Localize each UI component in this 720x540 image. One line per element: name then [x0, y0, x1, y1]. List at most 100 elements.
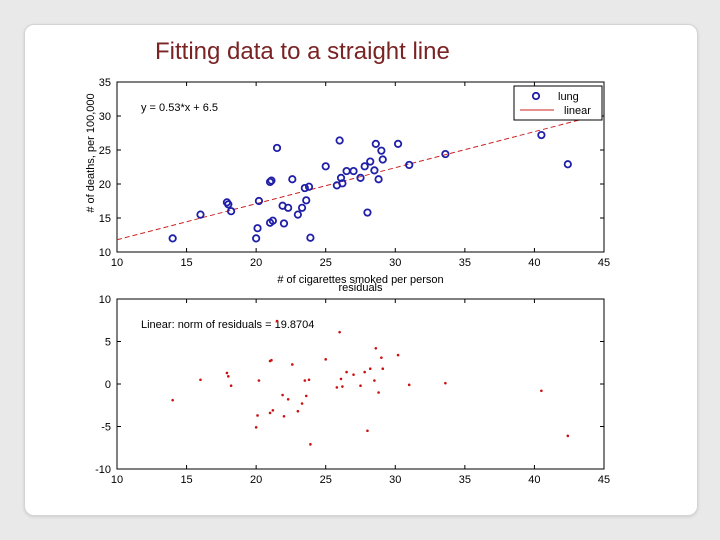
residual-point: [270, 358, 273, 362]
data-point-lung: [563, 160, 572, 169]
residual-point: [373, 379, 376, 382]
data-point-lung: [537, 130, 546, 140]
residual-point: [307, 378, 311, 382]
residual-point: [300, 402, 304, 405]
residual-point: [374, 347, 378, 350]
y-tick-label: -5: [101, 422, 111, 434]
y-tick-label: 35: [99, 77, 111, 89]
top-chart-lung-deaths: 10 15 20 25 30 35 40 45 10 15 20 25 30 35 # of cigaret…: [85, 77, 610, 286]
legend-label-linear: linear: [564, 105, 591, 117]
y-tick-label: -10: [95, 464, 111, 476]
data-point-lung: [293, 210, 302, 219]
x-tick-label: 45: [598, 474, 610, 486]
x-tick-label: 45: [598, 257, 610, 269]
data-point-lung: [360, 162, 369, 171]
residual-point: [363, 370, 366, 374]
data-point-lung: [196, 210, 205, 219]
data-point-lung: [252, 234, 261, 243]
x-tick-label: 15: [180, 474, 192, 486]
residual-point: [256, 414, 259, 417]
x-tick-label: 25: [320, 474, 332, 486]
data-point-lung: [254, 196, 264, 206]
chart-annotation: Linear: norm of residuals = 19.8704: [141, 319, 314, 331]
data-point-lung: [297, 203, 307, 212]
y-tick-label: 5: [105, 337, 111, 349]
y-tick-label: 30: [99, 111, 111, 123]
data-point-lung: [378, 155, 387, 164]
bottom-chart-residuals: 10 15 20 25 30 35 40 45 -10 -5 0 5 10 residuals Linear…: [95, 282, 610, 486]
residual-point: [309, 443, 312, 446]
x-axis-label: # of cigarettes smoked per person: [277, 274, 443, 286]
data-point-lung: [374, 175, 383, 184]
data-point-lung: [370, 166, 379, 175]
data-point-lung: [366, 157, 375, 166]
data-point-lung: [335, 136, 344, 145]
data-point-lung: [268, 216, 277, 225]
y-tick-label: 20: [99, 179, 111, 191]
residual-point: [227, 375, 230, 378]
x-tick-label: 35: [459, 257, 471, 269]
y-tick-label: 15: [99, 213, 111, 225]
plot-area-frame: [116, 81, 605, 253]
residual-point: [566, 434, 570, 438]
residual-point: [444, 381, 447, 385]
data-point-lung: [224, 200, 233, 209]
residual-point: [281, 393, 284, 397]
residual-point: [225, 371, 229, 375]
data-point-lung: [356, 173, 365, 182]
residual-point: [282, 415, 286, 418]
data-point-lung: [267, 176, 276, 185]
data-point-lung: [304, 182, 314, 191]
residual-point: [291, 363, 294, 366]
residual-point: [368, 367, 372, 371]
residual-point: [254, 426, 258, 429]
residual-point: [338, 330, 341, 334]
residual-point: [296, 409, 300, 413]
residual-point: [304, 394, 308, 398]
residual-point: [377, 391, 380, 394]
data-point-lung: [349, 166, 358, 176]
data-point-lung: [279, 219, 289, 228]
residual-point: [335, 386, 339, 389]
slide-title: Fitting data to a straight line: [155, 38, 450, 65]
residual-point: [381, 367, 385, 371]
residual-point: [303, 379, 307, 382]
residual-point: [268, 411, 272, 415]
residual-point: [396, 353, 400, 357]
residual-point: [286, 398, 290, 401]
chart-title: residuals: [338, 282, 383, 294]
residual-point: [229, 384, 233, 388]
x-tick-label: 40: [528, 257, 540, 269]
residual-point: [324, 358, 328, 361]
residual-point: [275, 319, 279, 323]
data-point-lung: [300, 183, 309, 193]
data-point-lung: [302, 196, 311, 205]
data-point-lung: [393, 139, 403, 148]
x-tick-label: 35: [459, 474, 471, 486]
legend-marker-lung: [531, 91, 541, 101]
residual-point: [199, 378, 202, 382]
data-point-lung: [321, 162, 330, 171]
x-tick-label: 20: [250, 257, 262, 269]
data-point-lung: [253, 224, 262, 233]
residual-point: [339, 377, 343, 381]
data-point-lung: [306, 233, 315, 242]
residual-point: [257, 379, 261, 382]
x-tick-label: 30: [389, 474, 401, 486]
y-tick-label: 10: [99, 294, 111, 306]
residual-point: [345, 370, 348, 374]
data-point-lung: [226, 207, 236, 216]
data-point-lung: [272, 143, 282, 153]
x-tick-label: 25: [320, 257, 332, 269]
data-point-lung: [265, 177, 275, 187]
residual-point: [359, 384, 362, 388]
y-tick-label: 25: [99, 145, 111, 157]
x-tick-label: 10: [111, 474, 123, 486]
data-point-lung: [441, 149, 450, 159]
x-tick-label: 15: [180, 257, 192, 269]
y-tick-label: 10: [99, 247, 111, 259]
residual-point: [352, 373, 355, 376]
residual-point: [271, 409, 275, 412]
residual-point: [407, 383, 411, 387]
